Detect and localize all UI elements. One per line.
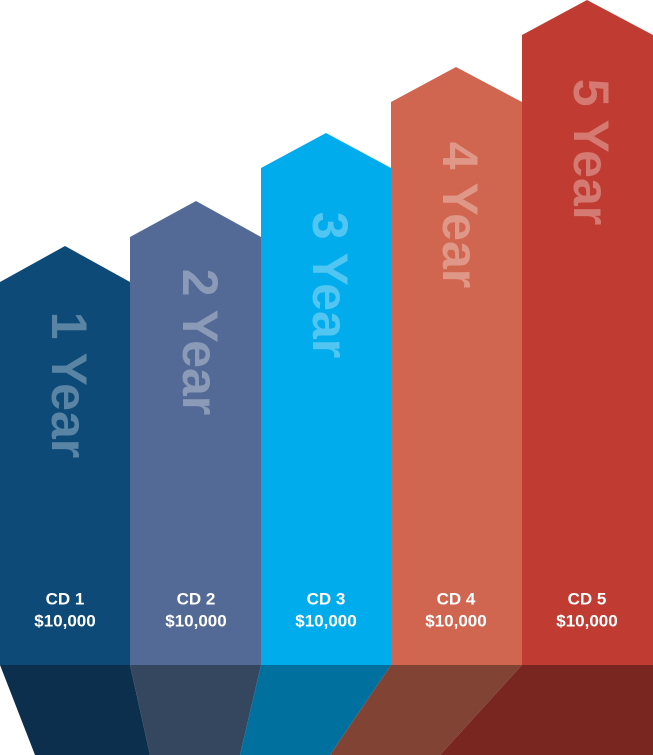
column [391, 67, 522, 665]
cd-name: CD 1 [46, 589, 85, 608]
term-label: 1 Year [41, 312, 97, 458]
column [130, 201, 261, 665]
cd-amount: $10,000 [556, 611, 617, 630]
cd-amount: $10,000 [425, 611, 486, 630]
base-shadow [440, 665, 653, 755]
column [261, 133, 391, 665]
cd-name: CD 5 [568, 589, 607, 608]
base-shadow [330, 665, 522, 755]
cd-name: CD 3 [307, 589, 346, 608]
term-label: 2 Year [172, 269, 228, 415]
base-shadow [240, 665, 391, 755]
column [522, 0, 653, 665]
cd-amount: $10,000 [34, 611, 95, 630]
base-shadow [0, 665, 150, 755]
labels: 1 Year CD 1 $10,000 2 Year CD 2 $10,000 3 Year… [34, 79, 619, 631]
cd-name: CD 4 [437, 589, 476, 608]
column [0, 246, 130, 665]
cd-name: CD 2 [177, 589, 216, 608]
term-label: 3 Year [302, 212, 358, 358]
base-shadow [130, 665, 261, 755]
cd-amount: $10,000 [295, 611, 356, 630]
term-label: 5 Year [563, 79, 619, 225]
cd-amount: $10,000 [165, 611, 226, 630]
term-label: 4 Year [432, 142, 488, 288]
